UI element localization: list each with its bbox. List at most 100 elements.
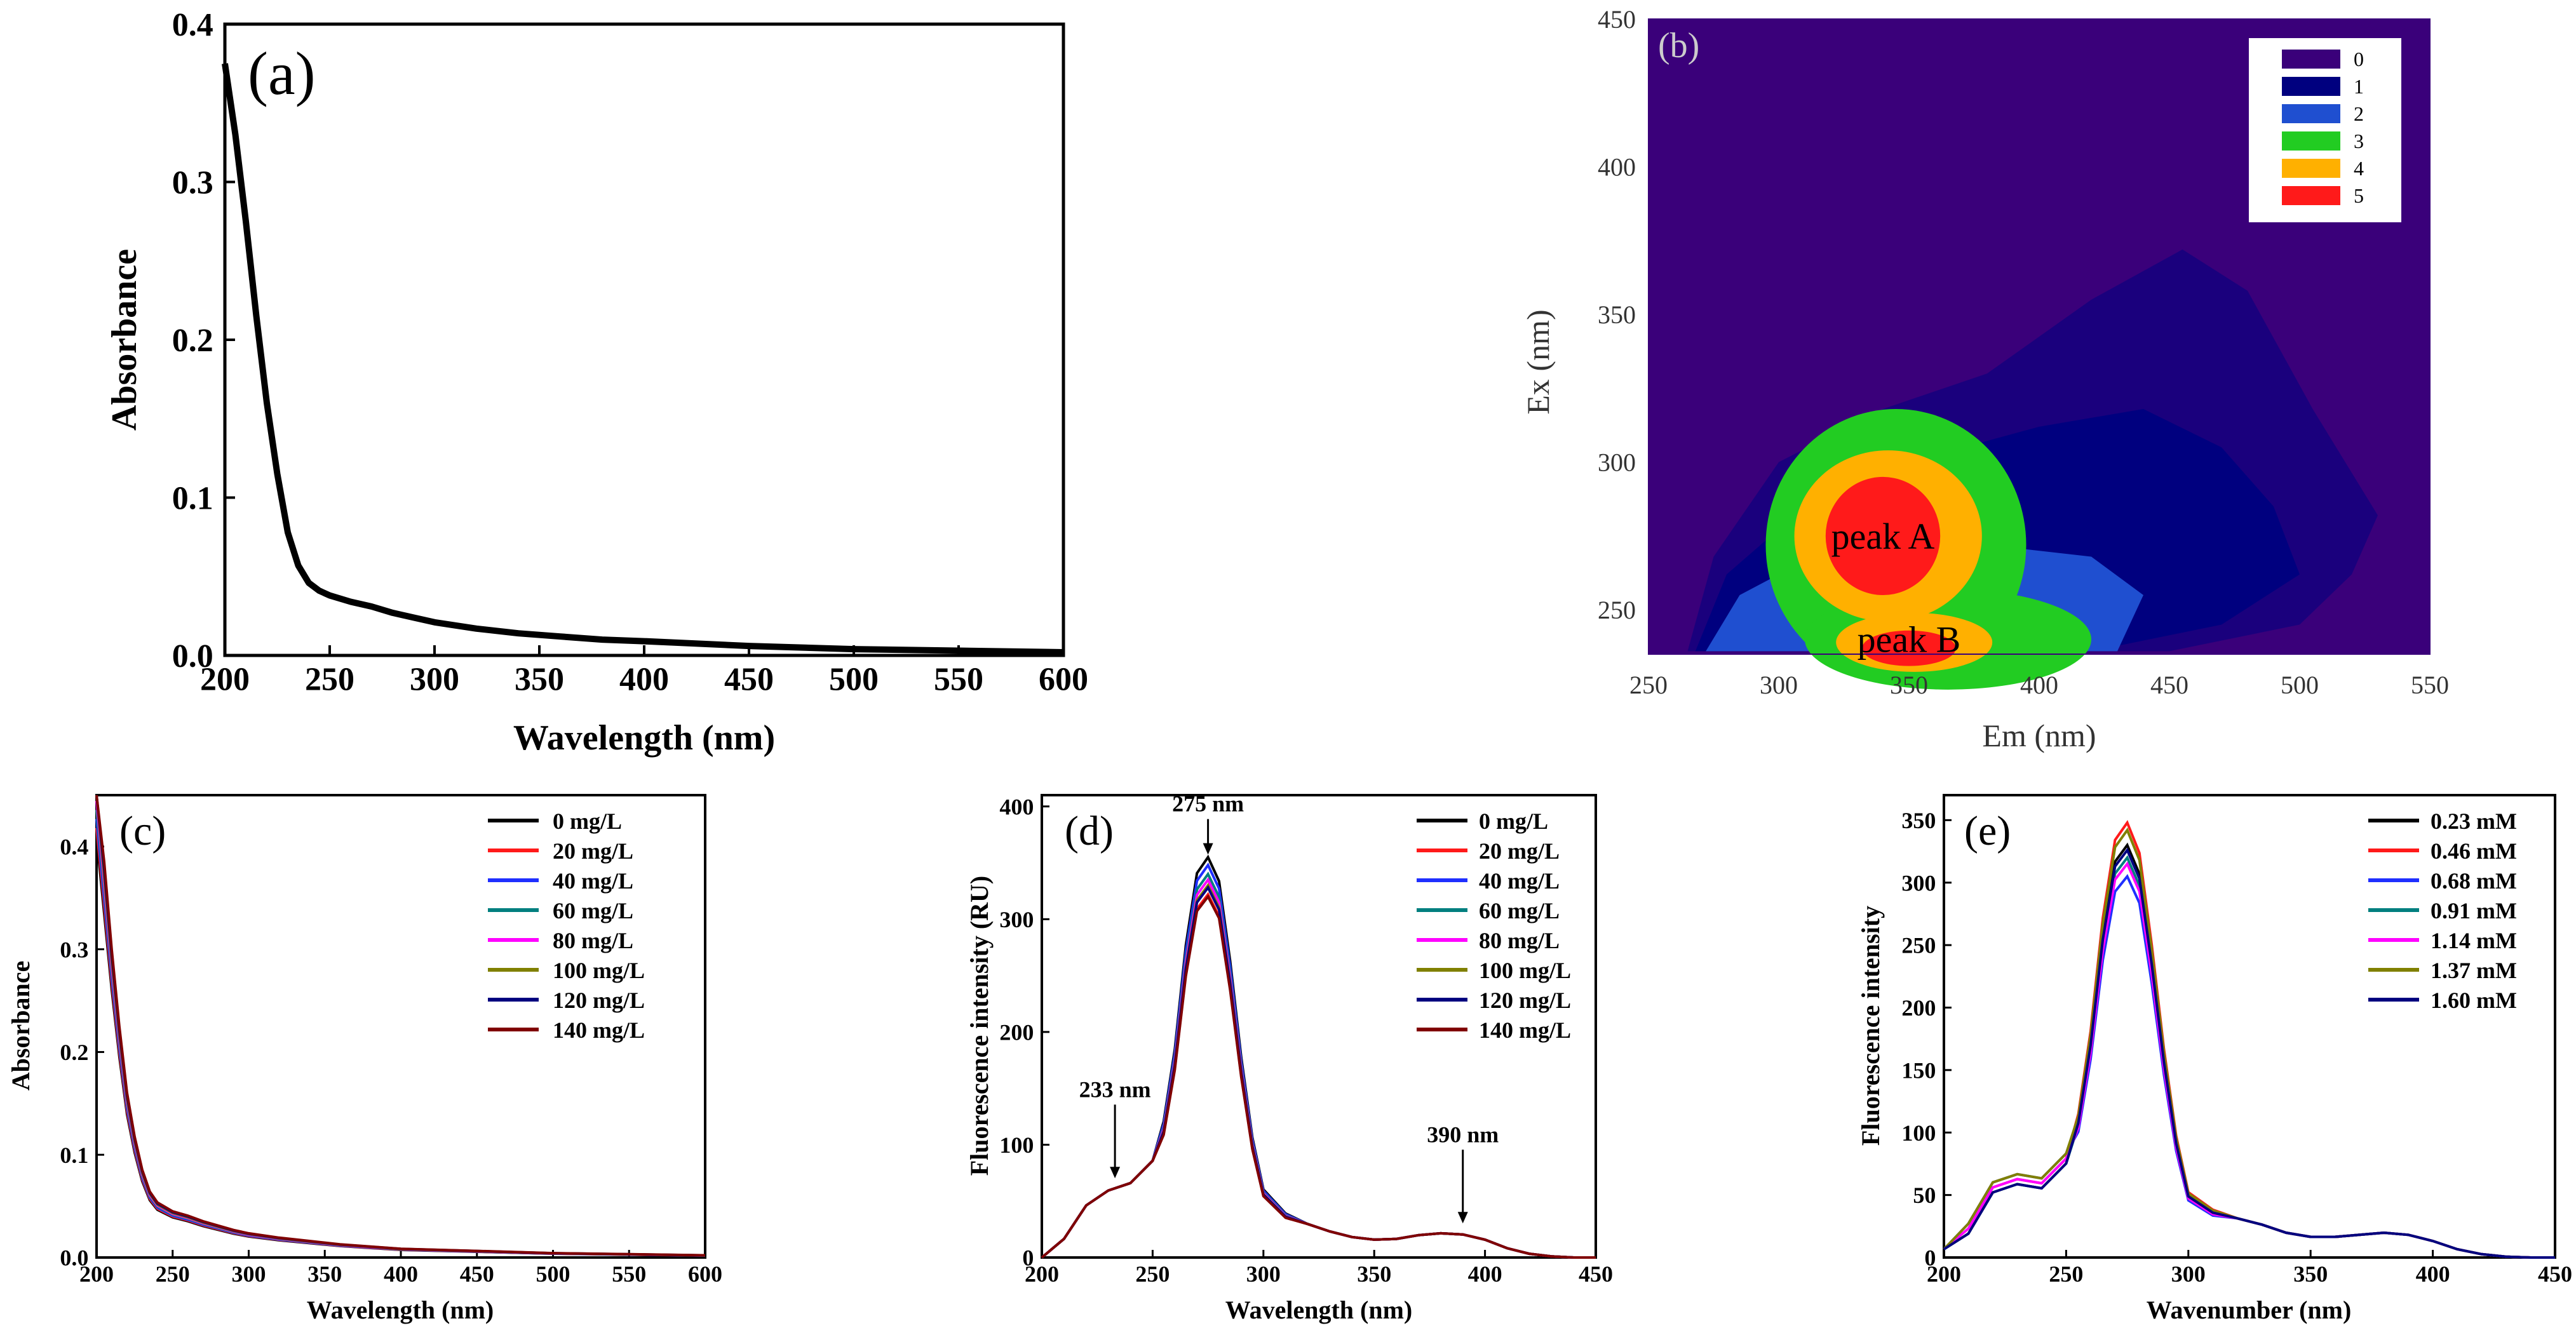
panel-e-xticks: 200 250 300 350 400 450 (1927, 1250, 2572, 1287)
x-tick-label: 300 (1246, 1261, 1281, 1287)
panel-c: (c) Wavelength (nm) Absorbance 200 250 300… (6, 794, 722, 1324)
annotation-arrowhead (1110, 1167, 1121, 1179)
legend-label: 20 mg/L (1479, 838, 1560, 864)
y-tick-label: 450 (1598, 5, 1636, 34)
y-tick-label: 150 (1901, 1057, 1936, 1083)
y-tick-label: 200 (1901, 995, 1936, 1021)
panel-b-yticks: 250 300 350 400 450 (1598, 5, 1636, 624)
y-tick-label: 0.0 (60, 1245, 88, 1271)
panel-e-series (1943, 820, 2555, 1259)
x-tick-label: 500 (536, 1261, 570, 1287)
legend-label: 0.46 mM (2431, 838, 2517, 864)
annotation-arrowhead (1457, 1212, 1468, 1224)
panel-a-frame (223, 22, 1065, 657)
legend-label: 120 mg/L (553, 988, 645, 1013)
y-tick-label: 0.1 (172, 481, 213, 517)
y-tick-label: 400 (999, 794, 1034, 819)
x-tick-label: 300 (2171, 1261, 2206, 1287)
legend-swatch (2282, 104, 2340, 123)
panel-e-frame (1943, 794, 2556, 1259)
legend-label: 1.37 mM (2431, 958, 2517, 983)
y-tick-label: 350 (1598, 300, 1636, 329)
panel-d-xticks: 200 250 300 350 400 450 (1025, 1250, 1613, 1287)
line-series (1943, 847, 2555, 1259)
y-tick-label: 0.4 (60, 834, 88, 859)
panel-d-ylabel: Fluorescence intensity (RU) (965, 876, 994, 1176)
x-tick-label: 200 (79, 1261, 114, 1287)
annotation-label: 233 nm (1079, 1076, 1151, 1102)
x-tick-label: 400 (2416, 1261, 2450, 1287)
x-tick-label: 450 (1579, 1261, 1613, 1287)
x-tick-label: 400 (384, 1261, 418, 1287)
y-tick-label: 250 (1598, 596, 1636, 624)
x-tick-label: 400 (1468, 1261, 1502, 1287)
y-tick-label: 400 (1598, 153, 1636, 182)
legend-label: 0 (2354, 48, 2364, 70)
x-tick-label: 600 (1039, 662, 1088, 698)
panel-c-xlabel: Wavelength (nm) (307, 1296, 494, 1324)
legend-label: 0.23 mM (2431, 808, 2517, 834)
y-tick-label: 0 (1022, 1245, 1034, 1271)
panel-b-legend: 0 1 2 3 4 5 (2249, 38, 2401, 222)
y-tick-label: 300 (1901, 870, 1936, 895)
x-tick-label: 500 (2281, 671, 2319, 699)
y-tick-label: 0.2 (60, 1040, 88, 1065)
legend-label: 3 (2354, 130, 2364, 152)
x-tick-label: 500 (829, 662, 879, 698)
panel-b-peaks: peak A peak B (1831, 516, 1961, 661)
peak-label: peak B (1858, 619, 1961, 661)
panel-a-ylabel: Absorbance (105, 249, 144, 431)
peak-label: peak A (1831, 516, 1935, 557)
panel-b-xlabel: Em (nm) (1982, 718, 2096, 753)
panel-c-xticks: 200 250 300 350 400 450 500 550 600 (79, 1250, 722, 1287)
annotation-label: 390 nm (1427, 1122, 1499, 1147)
legend-swatch (2282, 131, 2340, 151)
panel-d-legend: 0 mg/L 20 mg/L 40 mg/L 60 mg/L 80 mg/L 100 mg… (1417, 808, 1571, 1043)
x-tick-label: 600 (688, 1261, 722, 1287)
legend-label: 1 (2354, 75, 2364, 98)
legend-swatch (2282, 77, 2340, 96)
legend-label: 0 mg/L (1479, 808, 1548, 834)
panel-b-frame (1648, 18, 2431, 655)
legend-label: 40 mg/L (553, 868, 633, 894)
y-tick-label: 300 (999, 907, 1034, 932)
y-tick-label: 300 (1598, 448, 1636, 477)
panel-a-label: (a) (248, 39, 316, 107)
x-tick-label: 250 (1135, 1261, 1170, 1287)
x-tick-label: 350 (515, 662, 564, 698)
x-tick-label: 250 (156, 1261, 190, 1287)
x-tick-label: 450 (2150, 671, 2188, 699)
legend-label: 140 mg/L (1479, 1017, 1571, 1043)
x-tick-label: 300 (232, 1261, 266, 1287)
x-tick-label: 350 (307, 1261, 342, 1287)
legend-label: 1.14 mM (2431, 928, 2517, 953)
y-tick-label: 0.1 (60, 1143, 88, 1168)
legend-label: 0 mg/L (553, 808, 622, 834)
panel-d-series (1041, 854, 1596, 1259)
legend-label: 60 mg/L (553, 898, 633, 923)
legend-swatch (2282, 186, 2340, 205)
legend-label: 40 mg/L (1479, 868, 1560, 894)
legend-label: 4 (2354, 157, 2364, 180)
y-tick-label: 0.3 (172, 165, 213, 201)
y-tick-label: 0.4 (172, 7, 213, 43)
panel-e-yticks: 0 50 100 150 200 250 300 350 (1901, 808, 1952, 1271)
legend-swatch (2282, 50, 2340, 69)
legend-label: 20 mg/L (553, 838, 633, 864)
legend-label: 0.91 mM (2431, 898, 2517, 923)
x-tick-label: 250 (2049, 1261, 2083, 1287)
legend-label: 100 mg/L (553, 958, 645, 983)
y-tick-label: 250 (1901, 933, 1936, 958)
legend-label: 0.68 mM (2431, 868, 2517, 894)
panel-e-xlabel: Wavenumber (nm) (2147, 1296, 2352, 1324)
x-tick-label: 200 (1927, 1261, 1961, 1287)
y-tick-label: 0.0 (172, 638, 213, 674)
panel-d: (d) Wavelength (nm) Fluorescence intensi… (965, 791, 1613, 1324)
contour-level-5-a (1825, 476, 1941, 595)
legend-label: 2 (2354, 102, 2364, 125)
line-series (1943, 827, 2555, 1259)
line-series (1041, 862, 1596, 1259)
legend-label: 80 mg/L (1479, 928, 1560, 953)
panel-b-xticks: 250 300 350 400 450 500 550 (1629, 671, 2449, 699)
